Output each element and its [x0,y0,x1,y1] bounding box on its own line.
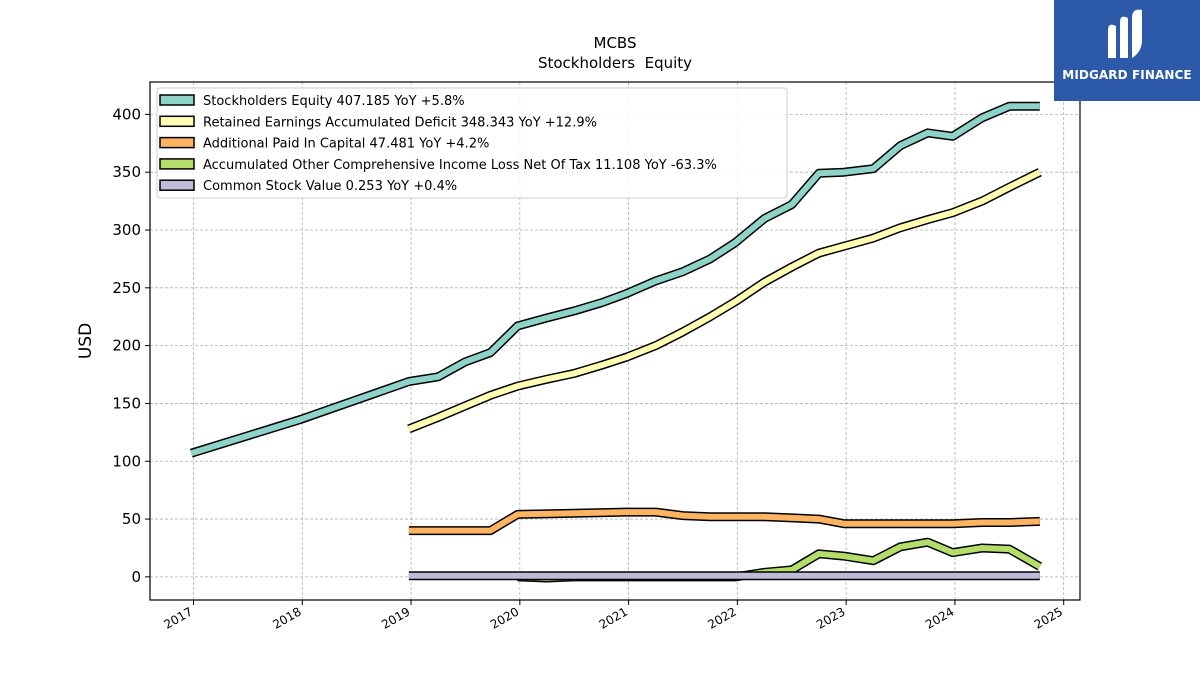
chart-title: MCBS [594,34,637,52]
y-axis-label: USD [76,323,96,359]
legend-swatch [159,94,195,106]
plot-frame [149,81,1081,601]
company-name: MIDGARD FINANCE [1062,68,1192,82]
series-stroke [407,169,1042,432]
legend-swatch [159,179,195,191]
series-stroke [408,509,1040,534]
legend-label: Accumulated Other Comprehensive Income L… [203,158,717,173]
legend-swatch [159,158,195,170]
legend-label: Stockholders Equity 407.185 YoY +5.8% [203,94,465,109]
y-tick-label: 50 [122,510,141,528]
y-tick-label: 100 [112,452,141,470]
x-axis-ticks: 2017 2018 2019 2020 2021 2022 2023 2024 2025 [162,600,1065,632]
legend-box [156,87,788,199]
x-tick-label: 2018 [270,604,303,631]
x-tick-label: 2022 [705,604,738,631]
y-tick-label: 200 [112,337,141,355]
midgard-logo-icon [1108,9,1142,59]
x-tick-label: 2023 [814,604,847,631]
legend-label: Common Stock Value 0.253 YoY +0.4% [203,179,457,194]
legend-swatch [159,115,195,128]
legend-swatch [159,136,195,149]
y-tick-label: 250 [112,279,141,297]
legend-label: Retained Earnings Accumulated Deficit 34… [203,115,597,130]
series-line-0 [189,101,1040,458]
y-tick-label: 350 [112,163,141,181]
y-tick-label: 150 [112,394,141,412]
legend: Stockholders Equity 407.185 YoY +5.8% Ret… [156,87,788,199]
x-tick-label: 2020 [488,604,521,631]
series-lines [189,101,1043,583]
x-tick-label: 2025 [1032,604,1065,631]
series-line-1 [407,168,1042,434]
y-tick-label: 400 [112,105,141,123]
x-tick-label: 2024 [923,604,956,631]
legend-label: Additional Paid In Capital 47.481 YoY +4… [203,137,489,152]
y-tick-label: 300 [112,221,141,239]
chart-subtitle: Stockholders Equity [538,54,692,72]
series-stroke [190,103,1040,457]
x-tick-label: 2019 [379,604,412,631]
x-tick-label: 2021 [597,604,630,631]
y-axis-ticks: 0 50 100 150 200 250 300 350 400 [112,105,150,586]
series-line-2 [408,507,1040,536]
company-logo: MIDGARD FINANCE [1054,0,1200,101]
x-tick-label: 2017 [162,604,195,631]
y-tick-label: 0 [131,568,141,586]
